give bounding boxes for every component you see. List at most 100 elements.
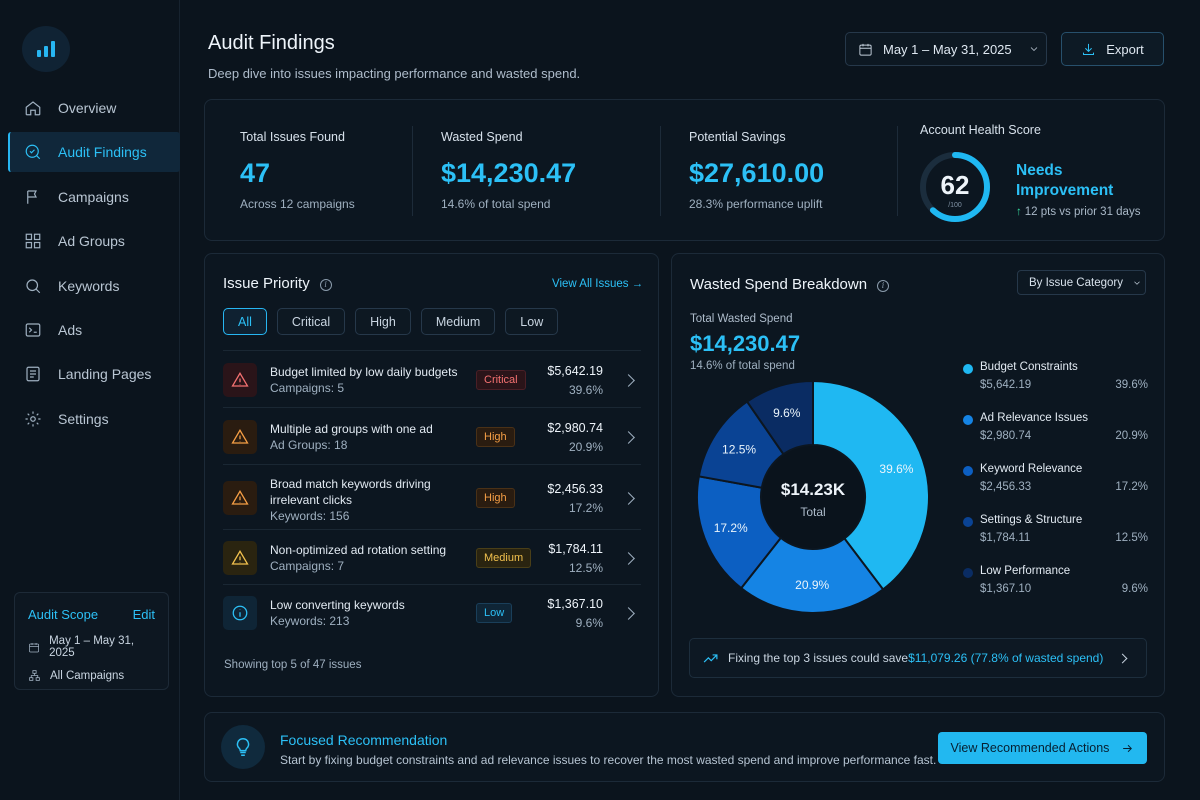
wasted-spend-breakdown-card: Wasted Spend Breakdown i By Issue Categor…	[671, 253, 1165, 697]
legend-percent: 17.2%	[1115, 481, 1148, 493]
donut-slice-label: 17.2%	[714, 521, 748, 535]
health-score-gauge	[920, 152, 990, 222]
sidebar-item-overview[interactable]: Overview	[8, 88, 180, 128]
legend-item: Budget Constraints $5,642.19 39.6%	[963, 361, 1148, 412]
info-icon[interactable]: i	[877, 279, 890, 292]
date-range-value: May 1 – May 31, 2025	[883, 41, 1012, 57]
view-recommended-actions-button[interactable]: View Recommended Actions	[938, 732, 1147, 764]
legend-name: Budget Constraints	[980, 361, 1078, 373]
chevron-right-icon[interactable]	[622, 606, 635, 620]
page-title: Audit Findings	[208, 32, 335, 54]
warning-icon	[231, 371, 249, 387]
legend-amount: $5,642.19	[980, 379, 1032, 391]
warning-icon	[231, 489, 249, 505]
filter-chip-high[interactable]: High	[355, 308, 411, 335]
donut-legend: Budget Constraints $5,642.19 39.6% Ad Relev…	[963, 361, 1148, 616]
donut-slice[interactable]	[739, 536, 885, 614]
sidebar-item-keywords[interactable]: Keywords	[8, 266, 180, 306]
issue-percent: 39.6%	[568, 382, 603, 397]
kpi-value: 47	[240, 158, 271, 188]
issue-percent: 17.2%	[568, 500, 603, 515]
chevron-right-icon[interactable]	[622, 551, 635, 565]
kpi-label: Total Issues Found	[240, 130, 345, 144]
health-score-label: Account Health Score	[920, 123, 1041, 137]
view-recommended-actions-label: View Recommended Actions	[950, 741, 1110, 755]
savings-insight-text: Fixing the top 3 issues could save	[728, 651, 909, 665]
legend-amount: $2,456.33	[980, 481, 1032, 493]
lightbulb-icon	[236, 738, 250, 756]
issue-row[interactable]: Broad match keywords driving irrelevant …	[223, 464, 641, 529]
lightbulb-icon-badge	[221, 725, 265, 769]
severity-badge: Critical	[476, 369, 526, 390]
issue-row[interactable]: Non-optimized ad rotation setting Campaig…	[223, 529, 641, 584]
legend-item: Ad Relevance Issues $2,980.74 20.9%	[963, 412, 1148, 463]
sidebar-item-campaigns[interactable]: Campaigns	[8, 177, 180, 217]
health-status: Needs Improvement	[1016, 162, 1114, 199]
date-range-picker[interactable]: May 1 – May 31, 2025	[845, 32, 1047, 66]
grid-icon	[25, 233, 41, 249]
sidebar-item-landing-pages[interactable]: Landing Pages	[8, 354, 180, 394]
donut-slice-label: 9.6%	[773, 406, 801, 420]
info-circle-icon	[232, 605, 248, 620]
health-delta: ↑ 12 pts vs prior 31 days	[1016, 206, 1140, 218]
chevron-right-icon[interactable]	[622, 373, 635, 387]
legend-name: Settings & Structure	[980, 514, 1083, 526]
donut-center	[762, 446, 864, 548]
issue-name: Non-optimized ad rotation setting	[270, 542, 447, 557]
edit-scope-link[interactable]: Edit	[132, 607, 155, 622]
ad-icon	[25, 323, 41, 337]
export-label: Export	[1106, 41, 1144, 57]
severity-filter-group: All Critical High Medium Low	[223, 308, 559, 335]
donut-slice-label: 20.9%	[795, 578, 829, 592]
chevron-right-icon[interactable]	[622, 491, 635, 505]
sidebar-item-settings[interactable]: Settings	[8, 399, 180, 439]
page-icon	[26, 366, 40, 382]
app-logo[interactable]	[22, 26, 70, 72]
divider	[412, 126, 413, 216]
health-score-max: /100	[948, 202, 962, 209]
calendar-icon	[29, 642, 39, 652]
sidebar-item-ad-groups[interactable]: Ad Groups	[8, 221, 180, 261]
filter-chip-low[interactable]: Low	[505, 308, 559, 335]
chevron-down-icon	[1134, 281, 1140, 285]
sidebar-item-label: Settings	[58, 410, 109, 427]
legend-amount: $1,367.10	[980, 583, 1032, 595]
savings-insight-banner[interactable]: Fixing the top 3 issues could save $11,0…	[689, 638, 1147, 678]
sidebar-item-ads[interactable]: Ads	[8, 310, 180, 350]
sidebar-item-audit-findings[interactable]: Audit Findings	[8, 132, 180, 173]
issue-meta: Keywords: 156	[270, 509, 350, 523]
filter-chip-medium[interactable]: Medium	[420, 308, 496, 335]
filter-chip-all[interactable]: All	[223, 308, 267, 335]
info-icon[interactable]: i	[319, 278, 332, 291]
legend-name: Keyword Relevance	[980, 463, 1083, 475]
wasted-spend-donut-chart: 39.6% 20.9% 17.2% 12.5% 9.6% $14.23K Total	[696, 380, 930, 614]
issue-row[interactable]: Budget limited by low daily budgets Campa…	[223, 350, 641, 407]
kpi-subtext: Across 12 campaigns	[240, 197, 355, 211]
hierarchy-icon	[29, 670, 40, 681]
legend-swatch	[963, 466, 973, 476]
view-all-issues-link[interactable]: View All Issues →	[552, 278, 644, 290]
total-wasted-subtext: 14.6% of total spend	[690, 360, 795, 372]
savings-insight-highlight: $11,079.26 (77.8% of wasted spend)	[908, 651, 1104, 665]
group-by-select[interactable]: By Issue Category	[1017, 270, 1146, 295]
chevron-right-icon[interactable]	[622, 430, 635, 444]
gear-icon	[25, 411, 41, 427]
donut-slice[interactable]	[745, 380, 814, 456]
issue-row[interactable]: Multiple ad groups with one ad Ad Groups:…	[223, 407, 641, 464]
issue-name: Budget limited by low daily budgets	[270, 364, 458, 379]
donut-slice[interactable]	[812, 380, 930, 591]
issue-list-footer: Showing top 5 of 47 issues	[224, 659, 362, 671]
issue-priority-title: Issue Priority	[223, 275, 310, 292]
legend-item: Keyword Relevance $2,456.33 17.2%	[963, 463, 1148, 514]
health-score-value: 62	[940, 170, 970, 200]
export-button[interactable]: Export	[1061, 32, 1164, 66]
legend-item: Low Performance $1,367.10 9.6%	[963, 565, 1148, 616]
issue-meta: Campaigns: 5	[270, 380, 345, 395]
calendar-icon	[859, 43, 872, 56]
home-icon	[25, 101, 41, 116]
filter-chip-critical[interactable]: Critical	[276, 308, 346, 335]
sidebar-item-label: Ads	[58, 321, 83, 338]
issue-amount: $1,784.11	[548, 541, 603, 556]
issue-row[interactable]: Low converting keywords Keywords: 213 Low $…	[223, 584, 641, 639]
